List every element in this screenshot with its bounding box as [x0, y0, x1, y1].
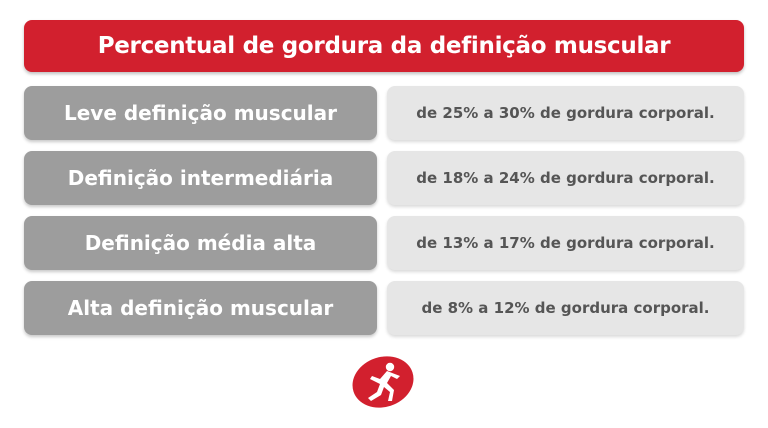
- fat-range-box: de 13% a 17% de gordura corporal.: [387, 216, 744, 270]
- definition-label: Leve definição muscular: [63, 101, 338, 125]
- definition-label: Alta definição muscular: [67, 296, 334, 320]
- page-title: Percentual de gordura da definição muscu…: [97, 33, 671, 59]
- definition-label-box: Leve definição muscular: [24, 86, 377, 140]
- table-row: Alta definição muscular de 8% a 12% de g…: [24, 281, 744, 335]
- title-banner: Percentual de gordura da definição muscu…: [24, 20, 744, 72]
- definition-label-box: Definição intermediária: [24, 151, 377, 205]
- fat-range-value: de 18% a 24% de gordura corporal.: [416, 169, 715, 187]
- table-row: Leve definição muscular de 25% a 30% de …: [24, 86, 744, 140]
- fat-range-box: de 8% a 12% de gordura corporal.: [387, 281, 744, 335]
- definition-label: Definição intermediária: [67, 166, 334, 190]
- fat-range-value: de 8% a 12% de gordura corporal.: [421, 299, 710, 317]
- definition-label-box: Definição média alta: [24, 216, 377, 270]
- definition-label: Definição média alta: [84, 231, 317, 255]
- fat-range-value: de 13% a 17% de gordura corporal.: [416, 234, 715, 252]
- definition-label-box: Alta definição muscular: [24, 281, 377, 335]
- table-row: Definição média alta de 13% a 17% de gor…: [24, 216, 744, 270]
- fat-range-box: de 25% a 30% de gordura corporal.: [387, 86, 744, 140]
- table-row: Definição intermediária de 18% a 24% de …: [24, 151, 744, 205]
- fat-range-box: de 18% a 24% de gordura corporal.: [387, 151, 744, 205]
- runner-emblem-icon: [352, 356, 414, 408]
- fat-range-value: de 25% a 30% de gordura corporal.: [416, 104, 715, 122]
